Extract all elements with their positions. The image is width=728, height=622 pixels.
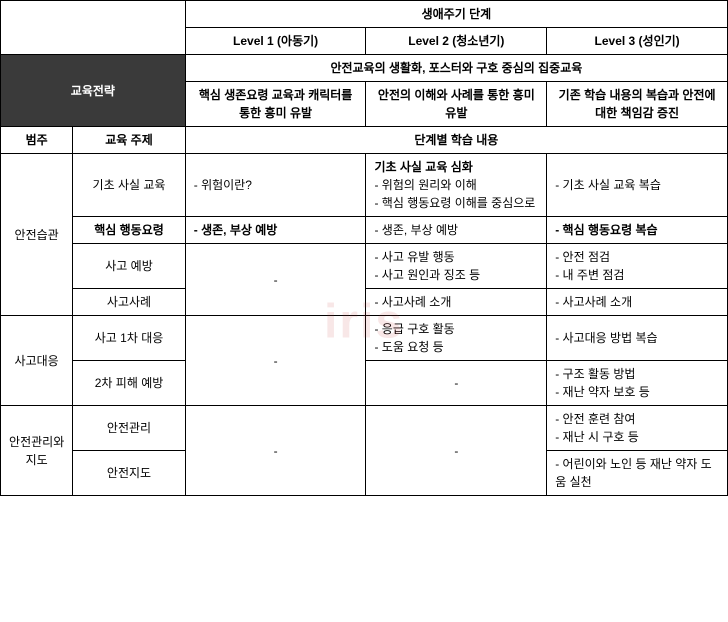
resp1-l2-line1: - 응급 구호 활동 [374, 322, 454, 336]
lifecycle-header: 생애주기 단계 [185, 1, 727, 28]
mgmt-l3-line1: - 안전 훈련 참여 [555, 412, 635, 426]
category-habit: 안전습관 [1, 154, 73, 316]
prev-l1: - [185, 244, 366, 316]
topic-guide: 안전지도 [73, 451, 185, 496]
case-l3: - 사고사례 소개 [547, 289, 728, 316]
prev2-l2: - [366, 361, 547, 406]
category-management: 안전관리와 지도 [1, 406, 73, 496]
mgmt-l1: - [185, 406, 366, 496]
topic-basic: 기초 사실 교육 [73, 154, 185, 217]
mgmt-l2: - [366, 406, 547, 496]
prev-l3-line2: - 내 주변 점검 [555, 268, 624, 282]
resp1-l2: - 응급 구호 활동 - 도움 요청 등 [366, 316, 547, 361]
topic-core: 핵심 행동요령 [73, 217, 185, 244]
strategy-common: 안전교육의 생활화, 포스터와 구호 중심의 집중교육 [185, 55, 727, 82]
topic-mgmt: 안전관리 [73, 406, 185, 451]
prev-l2: - 사고 유발 행동 - 사고 원인과 징조 등 [366, 244, 547, 289]
strategy-l1: 핵심 생존요령 교육과 캐릭터를 통한 흥미 유발 [185, 82, 366, 127]
level3-header: Level 3 (성인기) [547, 28, 728, 55]
core-l2: - 생존, 부상 예방 [366, 217, 547, 244]
core-l3: - 핵심 행동요령 복습 [547, 217, 728, 244]
case-l2: - 사고사례 소개 [366, 289, 547, 316]
strategy-l3: 기존 학습 내용의 복습과 안전에 대한 책임감 증진 [547, 82, 728, 127]
basic-l2-line1: - 위험의 원리와 이해 [374, 178, 476, 192]
prev2-l3-line1: - 구조 활동 방법 [555, 367, 635, 381]
category-header: 범주 [1, 127, 73, 154]
resp1-l2-line2: - 도움 요청 등 [374, 340, 443, 354]
resp1-l3: - 사고대응 방법 복습 [547, 316, 728, 361]
resp1-l1: - [185, 316, 366, 406]
mgmt-l3-line2: - 재난 시 구호 등 [555, 430, 639, 444]
content-header: 단계별 학습 내용 [185, 127, 727, 154]
core-l1: - 생존, 부상 예방 [185, 217, 366, 244]
guide-l3: - 어린이와 노인 등 재난 약자 도움 실천 [547, 451, 728, 496]
basic-l2-title: 기초 사실 교육 심화 [374, 160, 472, 174]
basic-l2-line2: - 핵심 행동요령 이해를 중심으로 [374, 196, 535, 210]
topic-response1: 사고 1차 대응 [73, 316, 185, 361]
basic-l1: - 위험이란? [185, 154, 366, 217]
category-response: 사고대응 [1, 316, 73, 406]
prev-l3-line1: - 안전 점검 [555, 250, 610, 264]
topic-prevention2: 2차 피해 예방 [73, 361, 185, 406]
mgmt-l3: - 안전 훈련 참여 - 재난 시 구호 등 [547, 406, 728, 451]
topic-header: 교육 주제 [73, 127, 185, 154]
topic-prevention: 사고 예방 [73, 244, 185, 289]
strategy-header: 교육전략 [1, 55, 186, 127]
prev2-l3: - 구조 활동 방법 - 재난 약자 보호 등 [547, 361, 728, 406]
prev-l3: - 안전 점검 - 내 주변 점검 [547, 244, 728, 289]
strategy-l2: 안전의 이해와 사례를 통한 흥미 유발 [366, 82, 547, 127]
education-table: 생애주기 단계 Level 1 (아동기) Level 2 (청소년기) Lev… [0, 0, 728, 496]
topic-cases: 사고사례 [73, 289, 185, 316]
corner-cell [1, 1, 186, 55]
prev2-l3-line2: - 재난 약자 보호 등 [555, 385, 650, 399]
prev-l2-line1: - 사고 유발 행동 [374, 250, 454, 264]
basic-l3: - 기초 사실 교육 복습 [547, 154, 728, 217]
basic-l2: 기초 사실 교육 심화 - 위험의 원리와 이해 - 핵심 행동요령 이해를 중… [366, 154, 547, 217]
prev-l2-line2: - 사고 원인과 징조 등 [374, 268, 480, 282]
level2-header: Level 2 (청소년기) [366, 28, 547, 55]
level1-header: Level 1 (아동기) [185, 28, 366, 55]
